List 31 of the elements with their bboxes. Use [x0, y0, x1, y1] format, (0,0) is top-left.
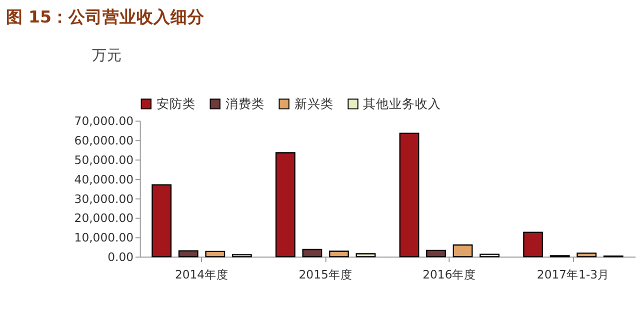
bar	[426, 250, 446, 258]
x-tick-label: 2014年度	[174, 268, 229, 282]
y-tick-label: 60,000.00	[74, 134, 134, 148]
y-tick-label: 20,000.00	[74, 211, 134, 226]
y-axis-title: 万元	[92, 47, 122, 64]
y-tick-label: 70,000.00	[74, 114, 134, 128]
x-tick-label: 2017年1-3月	[536, 268, 610, 282]
bar	[356, 253, 376, 258]
bar	[452, 244, 473, 258]
chart-title: 图 15：公司营业收入细分	[6, 8, 206, 27]
y-tick-label: 30,000.00	[74, 192, 134, 206]
bar	[523, 232, 544, 258]
y-tick-label: 0.00	[108, 250, 134, 264]
legend-label: 消费类	[225, 96, 264, 111]
legend-label: 其他业务收入	[363, 96, 442, 111]
bar	[329, 250, 349, 258]
y-tick-label: 10,000.00	[74, 230, 134, 245]
bar	[399, 132, 420, 258]
legend-label: 安防类	[156, 96, 196, 111]
bar	[302, 248, 322, 258]
bar	[480, 254, 500, 258]
legend-label: 新兴类	[294, 96, 334, 111]
y-tick-label: 40,000.00	[74, 172, 134, 186]
bar	[152, 184, 172, 258]
bar	[275, 152, 296, 258]
bar	[576, 252, 597, 258]
bar	[178, 250, 198, 258]
bar	[205, 250, 226, 258]
x-tick-label: 2015年度	[298, 268, 352, 282]
y-tick-label: 50,000.00	[74, 152, 134, 167]
x-tick-label: 2016年度	[422, 268, 476, 282]
